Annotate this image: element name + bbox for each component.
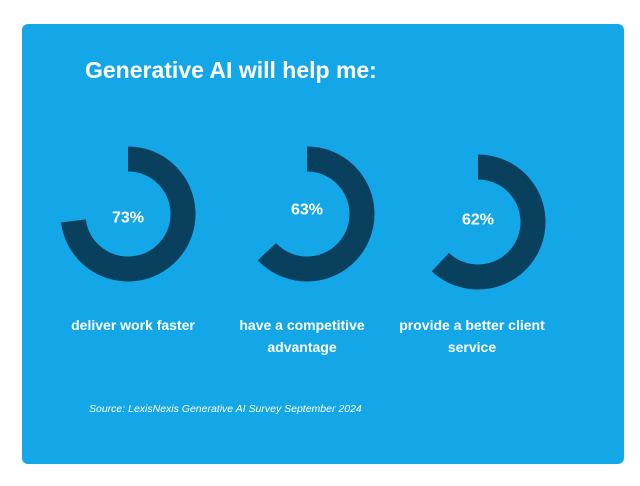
- infographic-card: Generative AI will help me: 73% 63% 62% de…: [22, 24, 624, 464]
- percent-label-1: 73%: [112, 210, 144, 227]
- category-label-2: have a competitive advantage: [239, 317, 365, 355]
- percent-label-3: 62%: [462, 212, 494, 229]
- donut-arc-2: [257, 146, 375, 282]
- donut-arc-1: [61, 146, 196, 282]
- chart-title: Generative AI will help me:: [85, 57, 377, 83]
- source-note: Source: LexisNexis Generative AI Survey …: [89, 403, 362, 415]
- percent-label-2: 63%: [291, 202, 323, 219]
- category-label-3: provide a better client service: [399, 317, 545, 355]
- donut-arc-3: [431, 154, 546, 290]
- donut-charts: 73% 63% 62%: [61, 146, 546, 290]
- category-label-1: deliver work faster: [71, 317, 195, 333]
